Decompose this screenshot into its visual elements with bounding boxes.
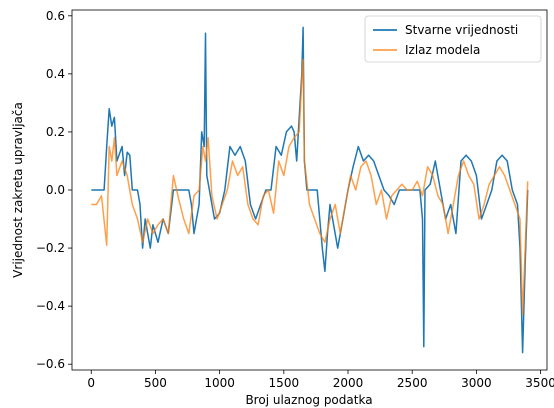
legend: Stvarne vrijednosti Izlaz modela — [364, 15, 542, 63]
x-axis: 0 500 1000 1500 2000 2500 3000 3500 — [87, 370, 554, 390]
y-axis-label: Vrijednost zakreta upravljača — [11, 102, 25, 278]
y-axis: −0.6 −0.4 −0.2 0.0 0.2 0.4 0.6 — [36, 9, 72, 371]
y-tick-label: −0.6 — [36, 357, 65, 371]
legend-label-actual: Stvarne vrijednosti — [405, 23, 518, 37]
y-tick-label: 0.0 — [46, 183, 65, 197]
x-axis-label: Broj ulaznog podatka — [245, 393, 372, 407]
legend-label-model: Izlaz modela — [405, 43, 480, 57]
y-tick-label: −0.2 — [36, 241, 65, 255]
x-tick-label: 1500 — [269, 376, 300, 390]
series-line-model — [91, 58, 529, 316]
legend-box — [364, 15, 542, 63]
x-tick-label: 3000 — [461, 376, 492, 390]
y-tick-label: −0.4 — [36, 299, 65, 313]
x-tick-label: 500 — [144, 376, 167, 390]
x-tick-label: 2000 — [333, 376, 364, 390]
x-tick-label: 3500 — [525, 376, 554, 390]
x-tick-label: 0 — [87, 376, 95, 390]
y-tick-label: 0.6 — [46, 9, 65, 23]
y-tick-label: 0.4 — [46, 67, 65, 81]
x-tick-label: 2500 — [397, 376, 428, 390]
y-tick-label: 0.2 — [46, 125, 65, 139]
x-tick-label: 1000 — [204, 376, 235, 390]
